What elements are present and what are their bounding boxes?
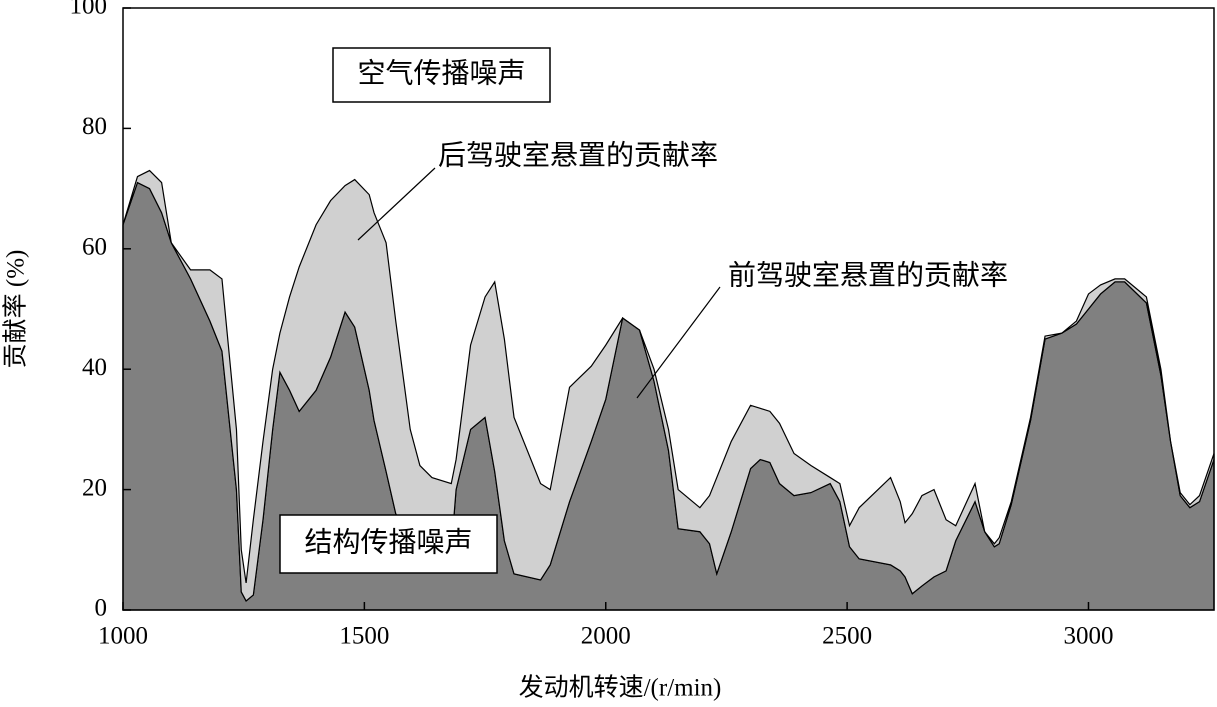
series-label: 后驾驶室悬置的贡献率 bbox=[438, 139, 718, 171]
y-axis-title: 贡献率 (%) bbox=[2, 250, 30, 369]
y-tick-label: 100 bbox=[70, 0, 108, 20]
y-tick-label: 0 bbox=[95, 595, 108, 622]
y-tick-label: 60 bbox=[82, 234, 107, 261]
annotation: 结构传播噪声 bbox=[304, 526, 472, 558]
series-label: 前驾驶室悬置的贡献率 bbox=[728, 259, 1008, 291]
x-tick-label: 2500 bbox=[822, 623, 872, 650]
x-tick-label: 1000 bbox=[98, 623, 148, 650]
y-tick-label: 80 bbox=[82, 113, 107, 140]
annotation: 空气传播噪声 bbox=[357, 57, 525, 89]
x-tick-label: 2000 bbox=[581, 623, 631, 650]
x-axis-title: 发动机转速/(r/min) bbox=[519, 674, 722, 702]
pointer-line bbox=[357, 167, 436, 241]
annotation-box bbox=[332, 47, 551, 103]
y-tick-label: 20 bbox=[82, 474, 107, 501]
x-tick-label: 3000 bbox=[1063, 623, 1113, 650]
x-tick-label: 1500 bbox=[339, 623, 389, 650]
y-tick-label: 40 bbox=[82, 354, 107, 381]
pointer-line bbox=[636, 286, 721, 399]
plot-frame bbox=[122, 7, 1215, 611]
annotation-box bbox=[279, 514, 498, 574]
